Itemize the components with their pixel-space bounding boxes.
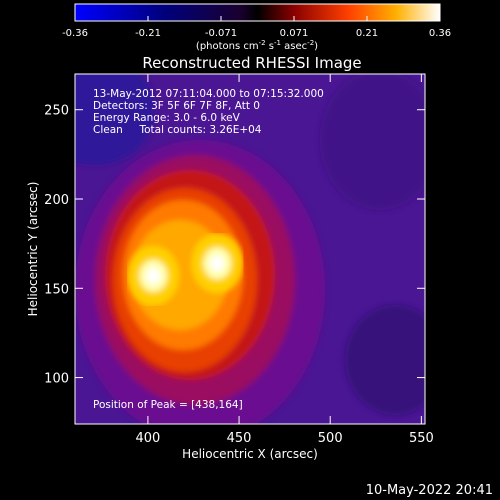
source-peak-1 xyxy=(210,255,225,272)
colorbar-tick-label-1: -0.21 xyxy=(135,28,161,39)
colorbar-ticks: -0.36 -0.21 -0.071 0.071 0.21 0.36 xyxy=(62,16,451,39)
colorbar xyxy=(74,3,441,22)
annotation-energy: Energy Range: 3.0 - 6.0 keV xyxy=(93,112,241,124)
colorbar-unit: (photons cm-2 s-1 asec-2) xyxy=(196,39,318,52)
annotation-clean: Clean Total counts: 3.26E+04 xyxy=(93,124,262,136)
plot-image xyxy=(74,73,426,425)
y-axis-label: Heliocentric Y (arcsec) xyxy=(26,182,40,317)
colorbar-tick-label-0: -0.36 xyxy=(62,28,88,39)
colorbar-tick-label-3: 0.071 xyxy=(280,28,309,39)
source-peak-0 xyxy=(146,267,161,284)
y-tick-label-1: 150 xyxy=(44,282,69,297)
timestamp: 10-May-2022 20:41 xyxy=(366,483,493,498)
x-tick-label-1: 450 xyxy=(227,431,252,446)
x-tick-label-2: 500 xyxy=(318,431,343,446)
source-peaks xyxy=(127,233,244,306)
y-tick-label-2: 200 xyxy=(44,193,69,208)
colorbar-tick-label-5: 0.36 xyxy=(429,28,451,39)
chart-title: Reconstructed RHESSI Image xyxy=(142,54,361,72)
annotation-peak: Position of Peak = [438,164] xyxy=(93,399,243,411)
axes: 400 450 500 550 100 150 200 250 xyxy=(44,74,434,446)
colorbar-tick-label-2: -0.071 xyxy=(205,28,237,39)
annotation-detectors: Detectors: 3F 5F 6F 7F 8F, Att 0 xyxy=(93,100,260,112)
y-tick-label-0: 100 xyxy=(44,372,69,387)
colorbar-tick-label-4: 0.21 xyxy=(356,28,378,39)
x-tick-label-3: 550 xyxy=(409,431,434,446)
x-tick-label-0: 400 xyxy=(136,431,161,446)
annotation-time-range: 13-May-2012 07:11:04.000 to 07:15:32.000 xyxy=(93,88,324,100)
y-tick-label-3: 250 xyxy=(44,104,69,119)
x-axis-label: Heliocentric X (arcsec) xyxy=(182,447,318,461)
